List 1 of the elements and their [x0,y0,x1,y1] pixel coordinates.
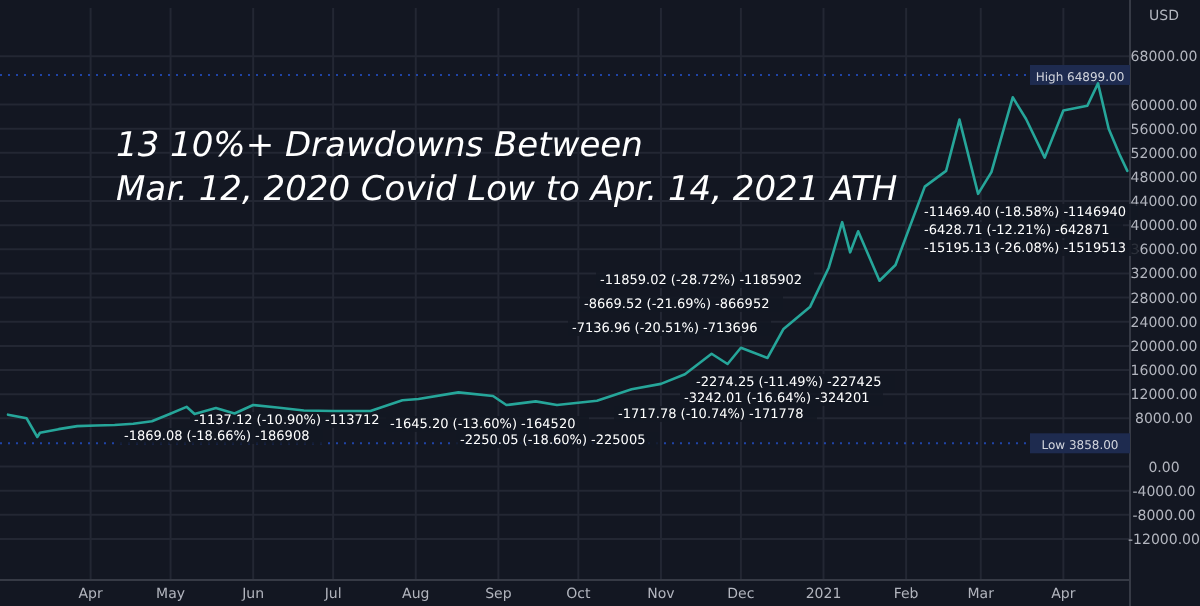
text: 13 10%+ Drawdowns Between Mar. 12, 2020 Covid Low to Apr. 14, 2021 ATH [116,126,898,210]
